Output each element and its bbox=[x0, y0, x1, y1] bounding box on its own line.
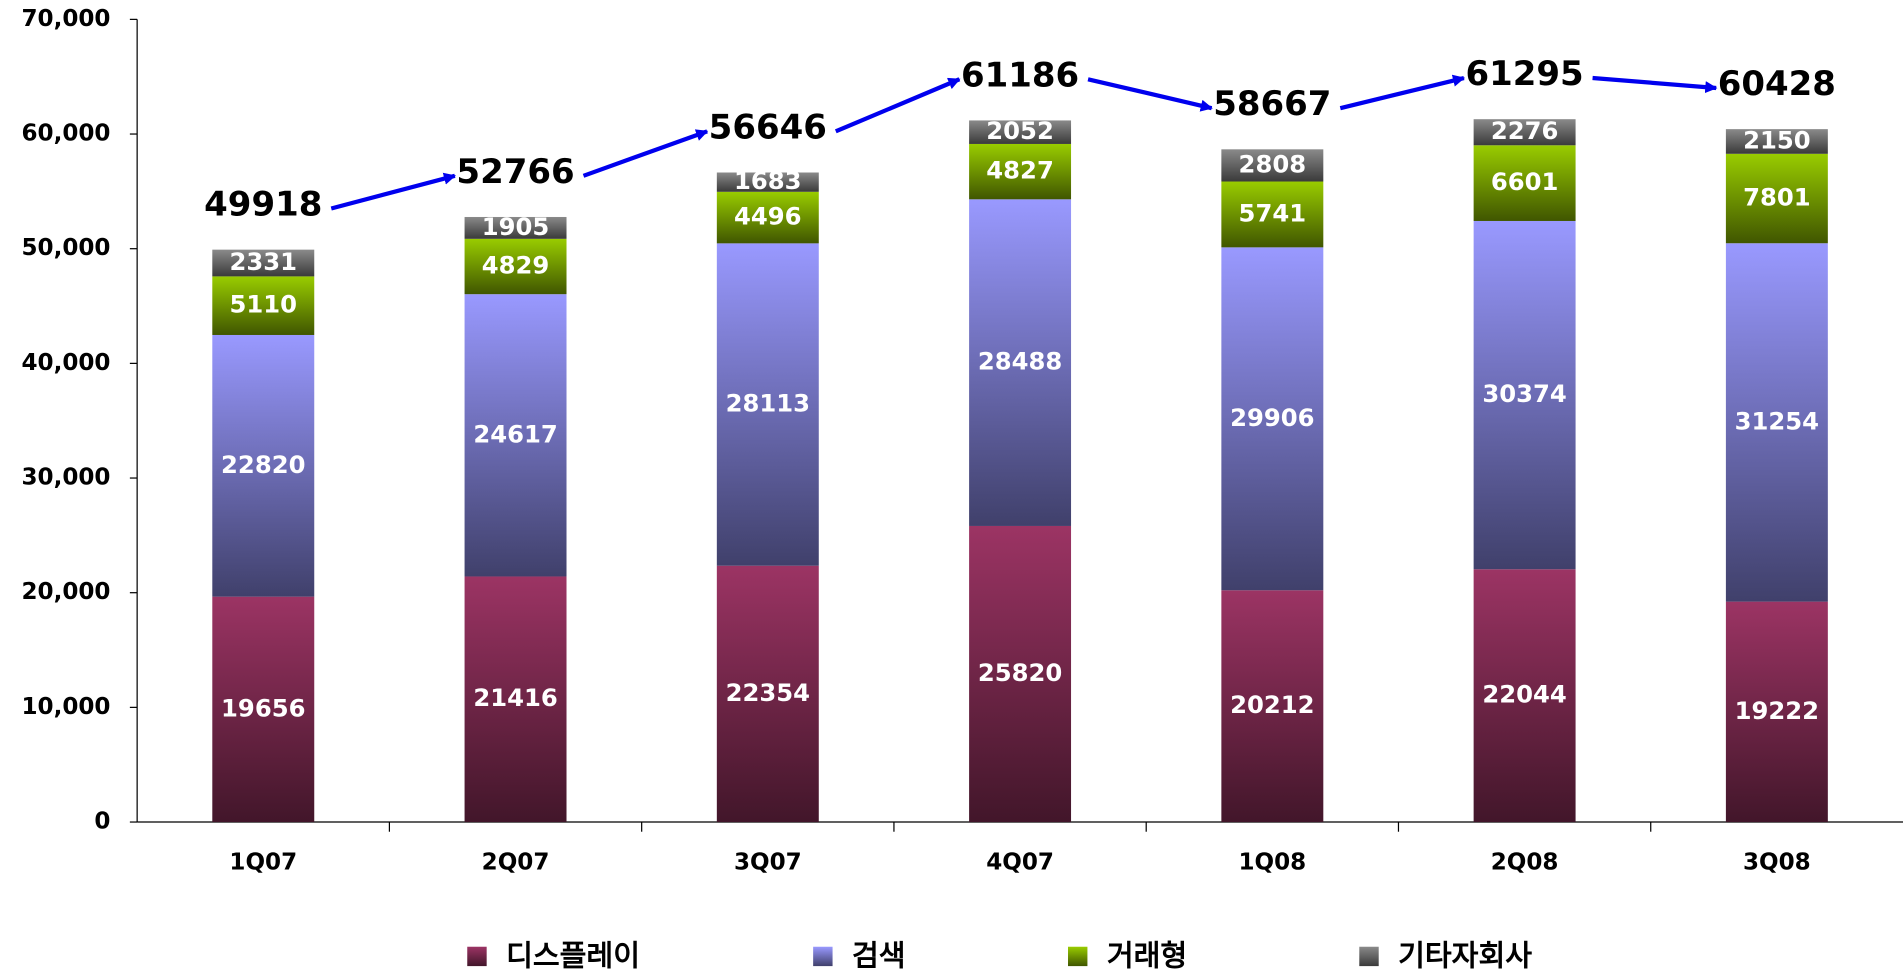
segment-label: 5110 bbox=[230, 290, 298, 319]
x-tick-label: 3Q08 bbox=[1743, 850, 1811, 876]
y-tick-label: 20,000 bbox=[22, 579, 111, 605]
legend-label: 디스플레이 bbox=[506, 939, 640, 973]
total-label: 61186 bbox=[961, 55, 1079, 95]
segment-label: 19656 bbox=[221, 693, 305, 722]
bar-segment bbox=[1221, 181, 1324, 248]
legend-swatch bbox=[1359, 946, 1379, 967]
bar-segment bbox=[464, 216, 567, 239]
y-tick-label: 10,000 bbox=[22, 694, 111, 720]
segment-label: 19222 bbox=[1735, 696, 1819, 725]
segment-label: 2808 bbox=[1239, 149, 1307, 178]
bar-segment bbox=[1473, 220, 1576, 570]
segment-label: 22820 bbox=[221, 450, 305, 479]
x-tick-label: 2Q08 bbox=[1491, 850, 1559, 876]
x-tick-label: 4Q07 bbox=[986, 850, 1054, 876]
segment-label: 4829 bbox=[482, 251, 550, 280]
y-tick-label: 40,000 bbox=[22, 350, 111, 376]
total-label: 49918 bbox=[204, 185, 322, 225]
segment-label: 5741 bbox=[1239, 198, 1307, 227]
legend-swatch bbox=[467, 946, 487, 967]
segment-label: 30374 bbox=[1482, 379, 1566, 408]
y-tick-label: 70,000 bbox=[22, 6, 111, 32]
segment-label: 31254 bbox=[1735, 406, 1819, 435]
y-tick-label: 60,000 bbox=[22, 121, 111, 147]
bar-segment bbox=[716, 243, 819, 566]
bar-segment bbox=[969, 120, 1072, 144]
y-tick-label: 0 bbox=[94, 809, 110, 835]
segment-label: 21416 bbox=[473, 683, 557, 712]
bar-segment bbox=[1473, 119, 1576, 146]
bar-segment bbox=[464, 238, 567, 295]
segment-label: 1683 bbox=[734, 166, 802, 195]
segment-label: 25820 bbox=[978, 658, 1062, 687]
segment-label: 29906 bbox=[1230, 403, 1314, 432]
legend-swatch bbox=[1068, 946, 1088, 967]
segment-label: 22354 bbox=[726, 678, 810, 707]
trend-arrow bbox=[330, 172, 457, 211]
legend-label: 기타자회사 bbox=[1398, 939, 1532, 973]
bar-segment bbox=[212, 276, 315, 335]
segment-label: 2331 bbox=[230, 247, 298, 276]
bar-segment bbox=[1725, 243, 1828, 602]
total-label: 61295 bbox=[1465, 54, 1583, 94]
segment-label: 2150 bbox=[1743, 125, 1811, 154]
segment-label: 24617 bbox=[473, 419, 557, 448]
bar-segment bbox=[969, 525, 1072, 823]
bar-segment bbox=[716, 172, 819, 192]
x-tick-label: 1Q07 bbox=[229, 850, 297, 876]
bar-segment bbox=[212, 334, 315, 597]
bar-segment bbox=[1725, 601, 1828, 823]
x-tick-label: 1Q08 bbox=[1238, 850, 1306, 876]
segment-label: 2276 bbox=[1491, 116, 1559, 145]
total-label: 58667 bbox=[1213, 84, 1331, 124]
trend-arrow bbox=[1087, 77, 1213, 112]
segment-label: 6601 bbox=[1491, 167, 1559, 196]
bar-segment bbox=[464, 576, 567, 823]
bar-segment bbox=[1725, 153, 1828, 244]
segment-label: 20212 bbox=[1230, 690, 1314, 719]
bar-segment bbox=[1473, 145, 1576, 221]
segment-label: 4496 bbox=[734, 202, 802, 231]
bar-segment bbox=[212, 596, 315, 823]
trend-arrow bbox=[834, 77, 961, 134]
legend-label: 거래형 bbox=[1107, 939, 1187, 973]
y-tick-label: 30,000 bbox=[22, 465, 111, 491]
total-label: 56646 bbox=[709, 107, 827, 147]
bar-segment bbox=[969, 143, 1072, 200]
segment-label: 7801 bbox=[1743, 183, 1811, 212]
trend-arrow bbox=[582, 129, 709, 178]
bar-segment bbox=[1221, 247, 1324, 591]
legend-label: 검색 bbox=[852, 939, 906, 973]
segment-label: 28488 bbox=[978, 347, 1062, 376]
x-tick-label: 2Q07 bbox=[482, 850, 550, 876]
bar-segment bbox=[464, 294, 567, 577]
segment-label: 22044 bbox=[1482, 680, 1566, 709]
bar-segment bbox=[1473, 569, 1576, 823]
segment-label: 28113 bbox=[726, 389, 810, 418]
bar-segment bbox=[716, 565, 819, 823]
total-label: 60428 bbox=[1718, 64, 1836, 104]
bar-segment bbox=[969, 199, 1072, 526]
segment-label: 4827 bbox=[986, 156, 1054, 185]
bar-segment bbox=[1221, 149, 1324, 182]
total-label: 52766 bbox=[456, 152, 574, 192]
x-tick-label: 3Q07 bbox=[734, 850, 802, 876]
legend-swatch bbox=[813, 946, 833, 967]
bar-segment bbox=[1221, 590, 1324, 823]
trend-arrow bbox=[1592, 75, 1718, 94]
segment-label: 1905 bbox=[482, 212, 550, 241]
bar-segment bbox=[716, 191, 819, 244]
segment-label: 2052 bbox=[986, 116, 1054, 145]
trend-arrow bbox=[1339, 74, 1466, 111]
bar-segment bbox=[212, 249, 315, 277]
y-tick-label: 50,000 bbox=[22, 235, 111, 261]
bar-segment bbox=[1725, 129, 1828, 154]
